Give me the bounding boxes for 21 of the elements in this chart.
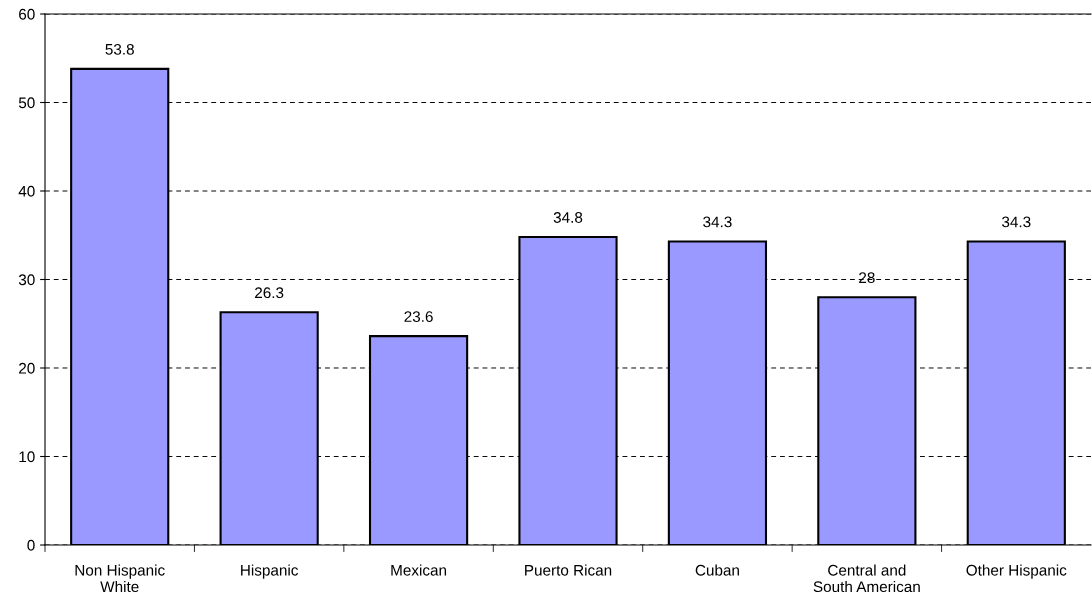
x-tick-label: Mexican (391, 564, 447, 576)
data-label: 34.8 (553, 212, 583, 223)
x-tick-label: Central and South American (813, 564, 920, 593)
y-tick-label: 30 (18, 274, 35, 286)
y-tick-label: 0 (27, 539, 35, 551)
data-label: 26.3 (255, 287, 284, 299)
data-label: 34.3 (1002, 216, 1031, 228)
data-label: 23.6 (404, 311, 433, 323)
x-tick-label: Other Hispanic (966, 564, 1067, 579)
x-tick-label: Cuban (695, 564, 739, 576)
data-label: 28 (859, 272, 875, 284)
x-tick-label: Non Hispanic White (75, 564, 165, 593)
y-tick-label: 50 (18, 97, 35, 109)
data-label: 53.8 (105, 43, 134, 55)
data-label: 34.3 (703, 216, 732, 228)
y-tick-label: 20 (19, 362, 35, 374)
y-tick-label: 40 (18, 185, 35, 197)
x-tick-label: Puerto Rican (525, 564, 612, 576)
y-tick-label: 60 (19, 8, 35, 20)
y-tick-label: 10 (19, 451, 35, 463)
x-tick-label: Hispanic (241, 564, 299, 579)
